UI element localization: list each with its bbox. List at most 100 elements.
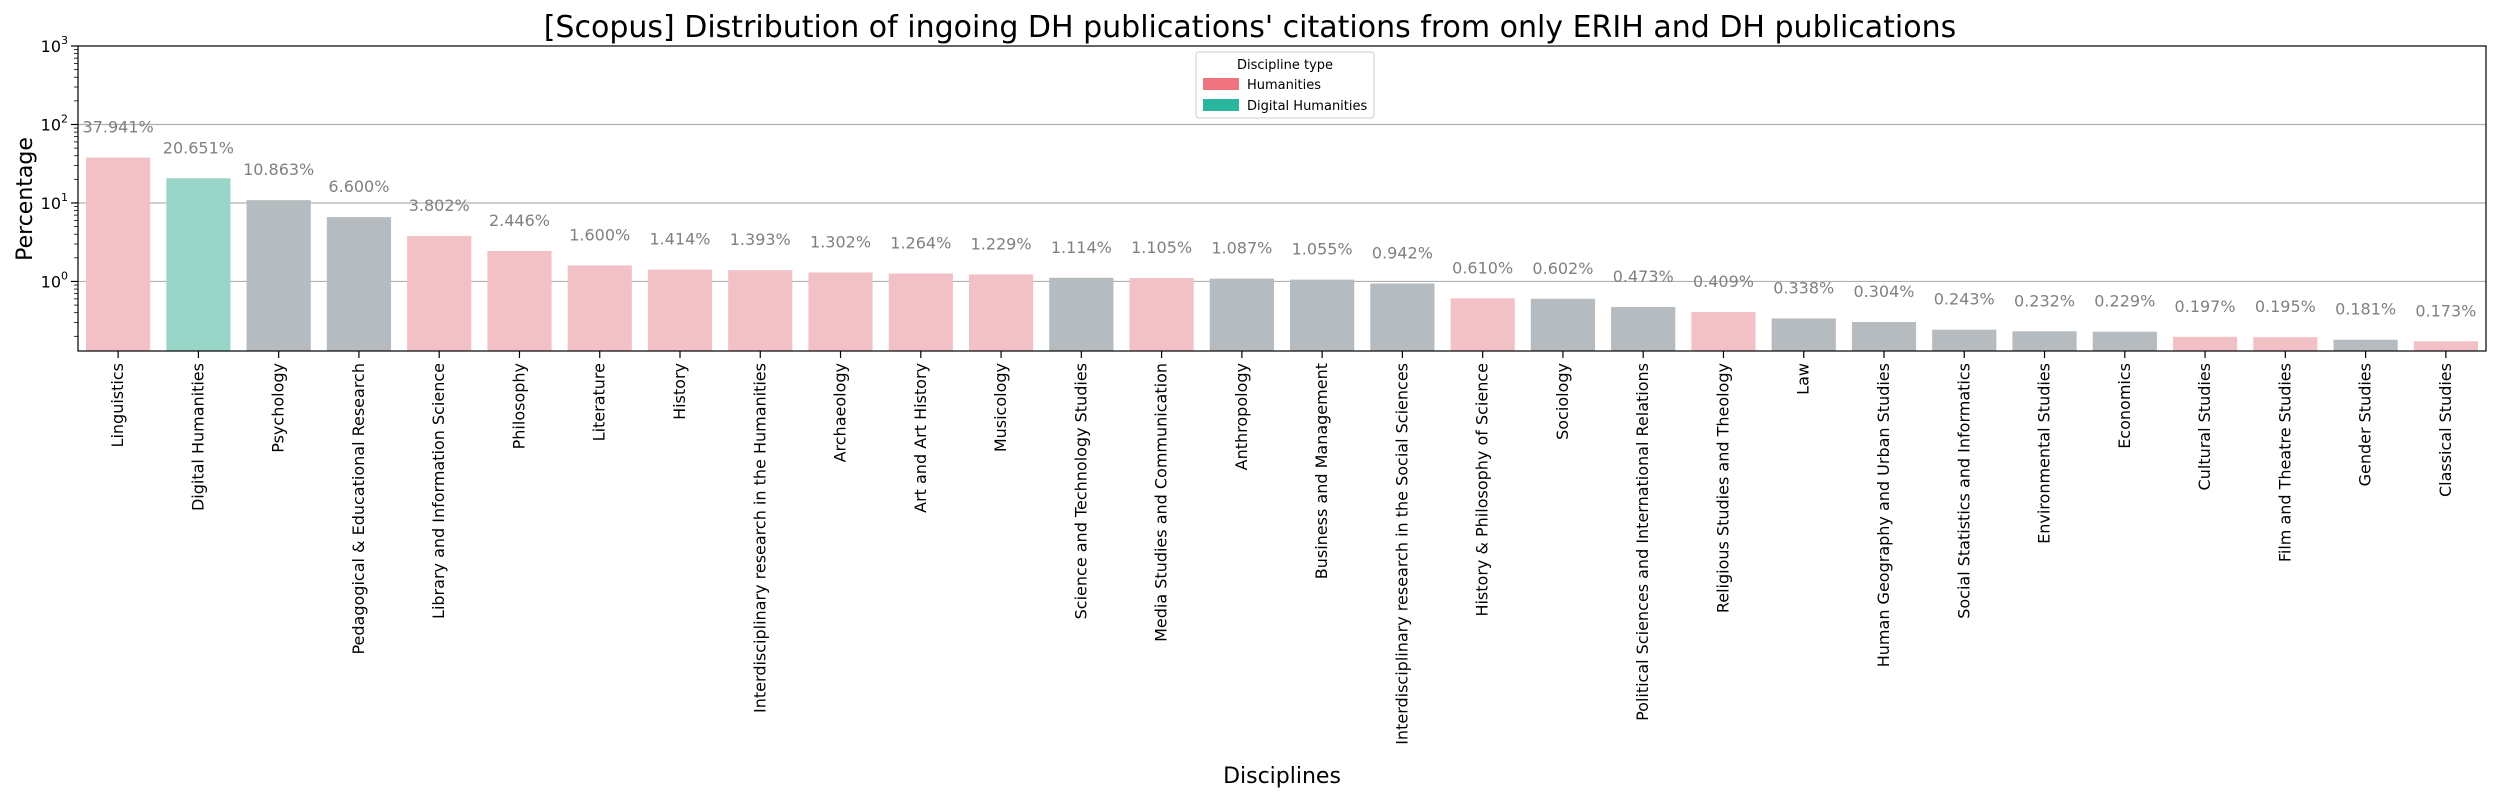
- legend-frame: [1195, 51, 1375, 119]
- bar: [1611, 306, 1676, 351]
- chart-title: [Scopus] Distribution of ingoing DH publ…: [544, 10, 1957, 45]
- x-tick-label: Cultural Studies: [2195, 363, 2214, 490]
- x-tick-label: Business and Management: [1312, 363, 1331, 579]
- legend: Discipline type Humanities Digital Human…: [1195, 51, 1375, 119]
- data-label: 37.941%: [83, 118, 154, 137]
- data-label: 3.802%: [409, 196, 470, 215]
- legend-label-digital-humanities: Digital Humanities: [1247, 99, 1367, 114]
- legend-swatch-digital-humanities: [1203, 99, 1239, 111]
- x-tick-label: Media Studies and Communication: [1152, 363, 1171, 642]
- y-tick-base: 10: [41, 272, 61, 291]
- y-tick-label: 103: [41, 34, 68, 56]
- gridlines: [78, 123, 2486, 283]
- x-tick-label: Interdisciplinary research in the Social…: [1392, 363, 1411, 745]
- bar: [86, 157, 151, 351]
- data-label: 6.600%: [328, 177, 389, 196]
- bar: [808, 272, 873, 351]
- x-tick-label: Film and Theatre Studies: [2275, 363, 2294, 562]
- bar: [1932, 329, 1997, 351]
- x-tick-label: Linguistics: [108, 363, 127, 447]
- data-label: 1.105%: [1131, 238, 1192, 257]
- x-tick-label: Classical Studies: [2436, 363, 2455, 497]
- y-tick-exponent: 3: [61, 34, 68, 47]
- data-label: 0.942%: [1372, 243, 1433, 262]
- x-tick-label: Human Geography and Urban Studies: [1874, 363, 1893, 667]
- bar: [487, 250, 552, 351]
- data-label: 1.414%: [649, 230, 710, 249]
- y-tick-exponent: 0: [61, 269, 68, 282]
- x-tick-label: Religious Studies and Theology: [1713, 363, 1732, 613]
- data-label: 1.302%: [810, 232, 871, 251]
- x-tick-label: Environmental Studies: [2035, 363, 2054, 544]
- x-tick-label: Pedagogical & Educational Research: [349, 363, 368, 655]
- x-tick-label: Psychology: [269, 363, 288, 453]
- x-tick-label: Sociology: [1553, 363, 1572, 440]
- x-tick-label: Interdisciplinary research in the Humani…: [750, 363, 769, 713]
- x-tick-label: Literature: [590, 363, 609, 441]
- y-tick-label: 101: [41, 191, 68, 213]
- x-tick-label: Social Statistics and Informatics: [1954, 363, 1973, 619]
- legend-swatch-humanities: [1203, 78, 1239, 90]
- data-label: 1.264%: [890, 233, 951, 252]
- bar: [166, 178, 231, 351]
- x-tick-label: History & Philosophy of Science: [1473, 363, 1492, 617]
- bar: [1530, 298, 1596, 351]
- bar: [1691, 311, 1756, 351]
- data-label: 0.338%: [1773, 278, 1834, 297]
- x-tick-label: Anthropology: [1232, 363, 1251, 470]
- bar: [1209, 278, 1274, 351]
- bar: [407, 235, 472, 351]
- data-label: 1.087%: [1211, 239, 1272, 258]
- data-label: 1.114%: [1051, 238, 1112, 257]
- bar: [2333, 339, 2398, 351]
- x-tick-label: Gender Studies: [2356, 363, 2375, 486]
- legend-title: Discipline type: [1237, 58, 1333, 73]
- x-tick-label: Art and Art History: [911, 363, 930, 513]
- y-tick-exponent: 2: [61, 112, 68, 125]
- y-axis-label: Percentage: [13, 137, 38, 261]
- bar: [2172, 336, 2238, 351]
- bar: [2413, 341, 2478, 351]
- x-tick-label: Economics: [2115, 363, 2134, 449]
- x-tick-label: Science and Technology Studies: [1071, 363, 1090, 619]
- data-label: 0.173%: [2415, 301, 2476, 320]
- bar: [728, 270, 793, 351]
- data-label: 0.195%: [2255, 297, 2316, 316]
- data-label: 1.600%: [569, 225, 630, 244]
- bar: [1049, 277, 1114, 351]
- data-label: 0.602%: [1532, 259, 1593, 278]
- bar: [1450, 298, 1515, 351]
- y-tick-base: 10: [41, 115, 61, 134]
- bar: [1129, 278, 1194, 351]
- x-tick-label: Musicology: [991, 363, 1010, 452]
- data-label: 0.232%: [2014, 291, 2075, 310]
- bar: [968, 274, 1034, 351]
- bar: [1771, 318, 1836, 351]
- x-tick-label: Library and Information Science: [429, 363, 448, 619]
- data-labels: 37.941% 20.651% 10.863% 6.600% 3.802% 2.446% 1…: [83, 118, 2477, 321]
- x-tick-label: Philosophy: [509, 363, 528, 449]
- y-tick-base: 10: [41, 194, 61, 213]
- bar: [246, 200, 311, 351]
- data-label: 0.610%: [1452, 258, 1513, 277]
- bar: [326, 217, 392, 351]
- data-label: 1.229%: [971, 234, 1032, 253]
- x-tick-label: Digital Humanities: [188, 363, 207, 511]
- bar: [2253, 337, 2318, 351]
- data-label: 20.651%: [163, 138, 234, 157]
- x-axis: Linguistics Digital Humanities Psychology P…: [108, 351, 2455, 745]
- bar: [567, 265, 632, 351]
- x-tick-label: History: [670, 363, 689, 420]
- x-tick-label: Political Sciences and International Rel…: [1633, 363, 1652, 721]
- y-tick-label: 100: [41, 269, 68, 291]
- data-label: 0.473%: [1613, 267, 1674, 286]
- bar: [888, 273, 953, 351]
- bar: [647, 269, 713, 351]
- x-axis-label: Disciplines: [1223, 764, 1341, 789]
- bar: [1370, 283, 1435, 351]
- x-tick-label: Law: [1794, 363, 1813, 395]
- data-label: 0.409%: [1693, 272, 1754, 291]
- data-label: 2.446%: [489, 211, 550, 230]
